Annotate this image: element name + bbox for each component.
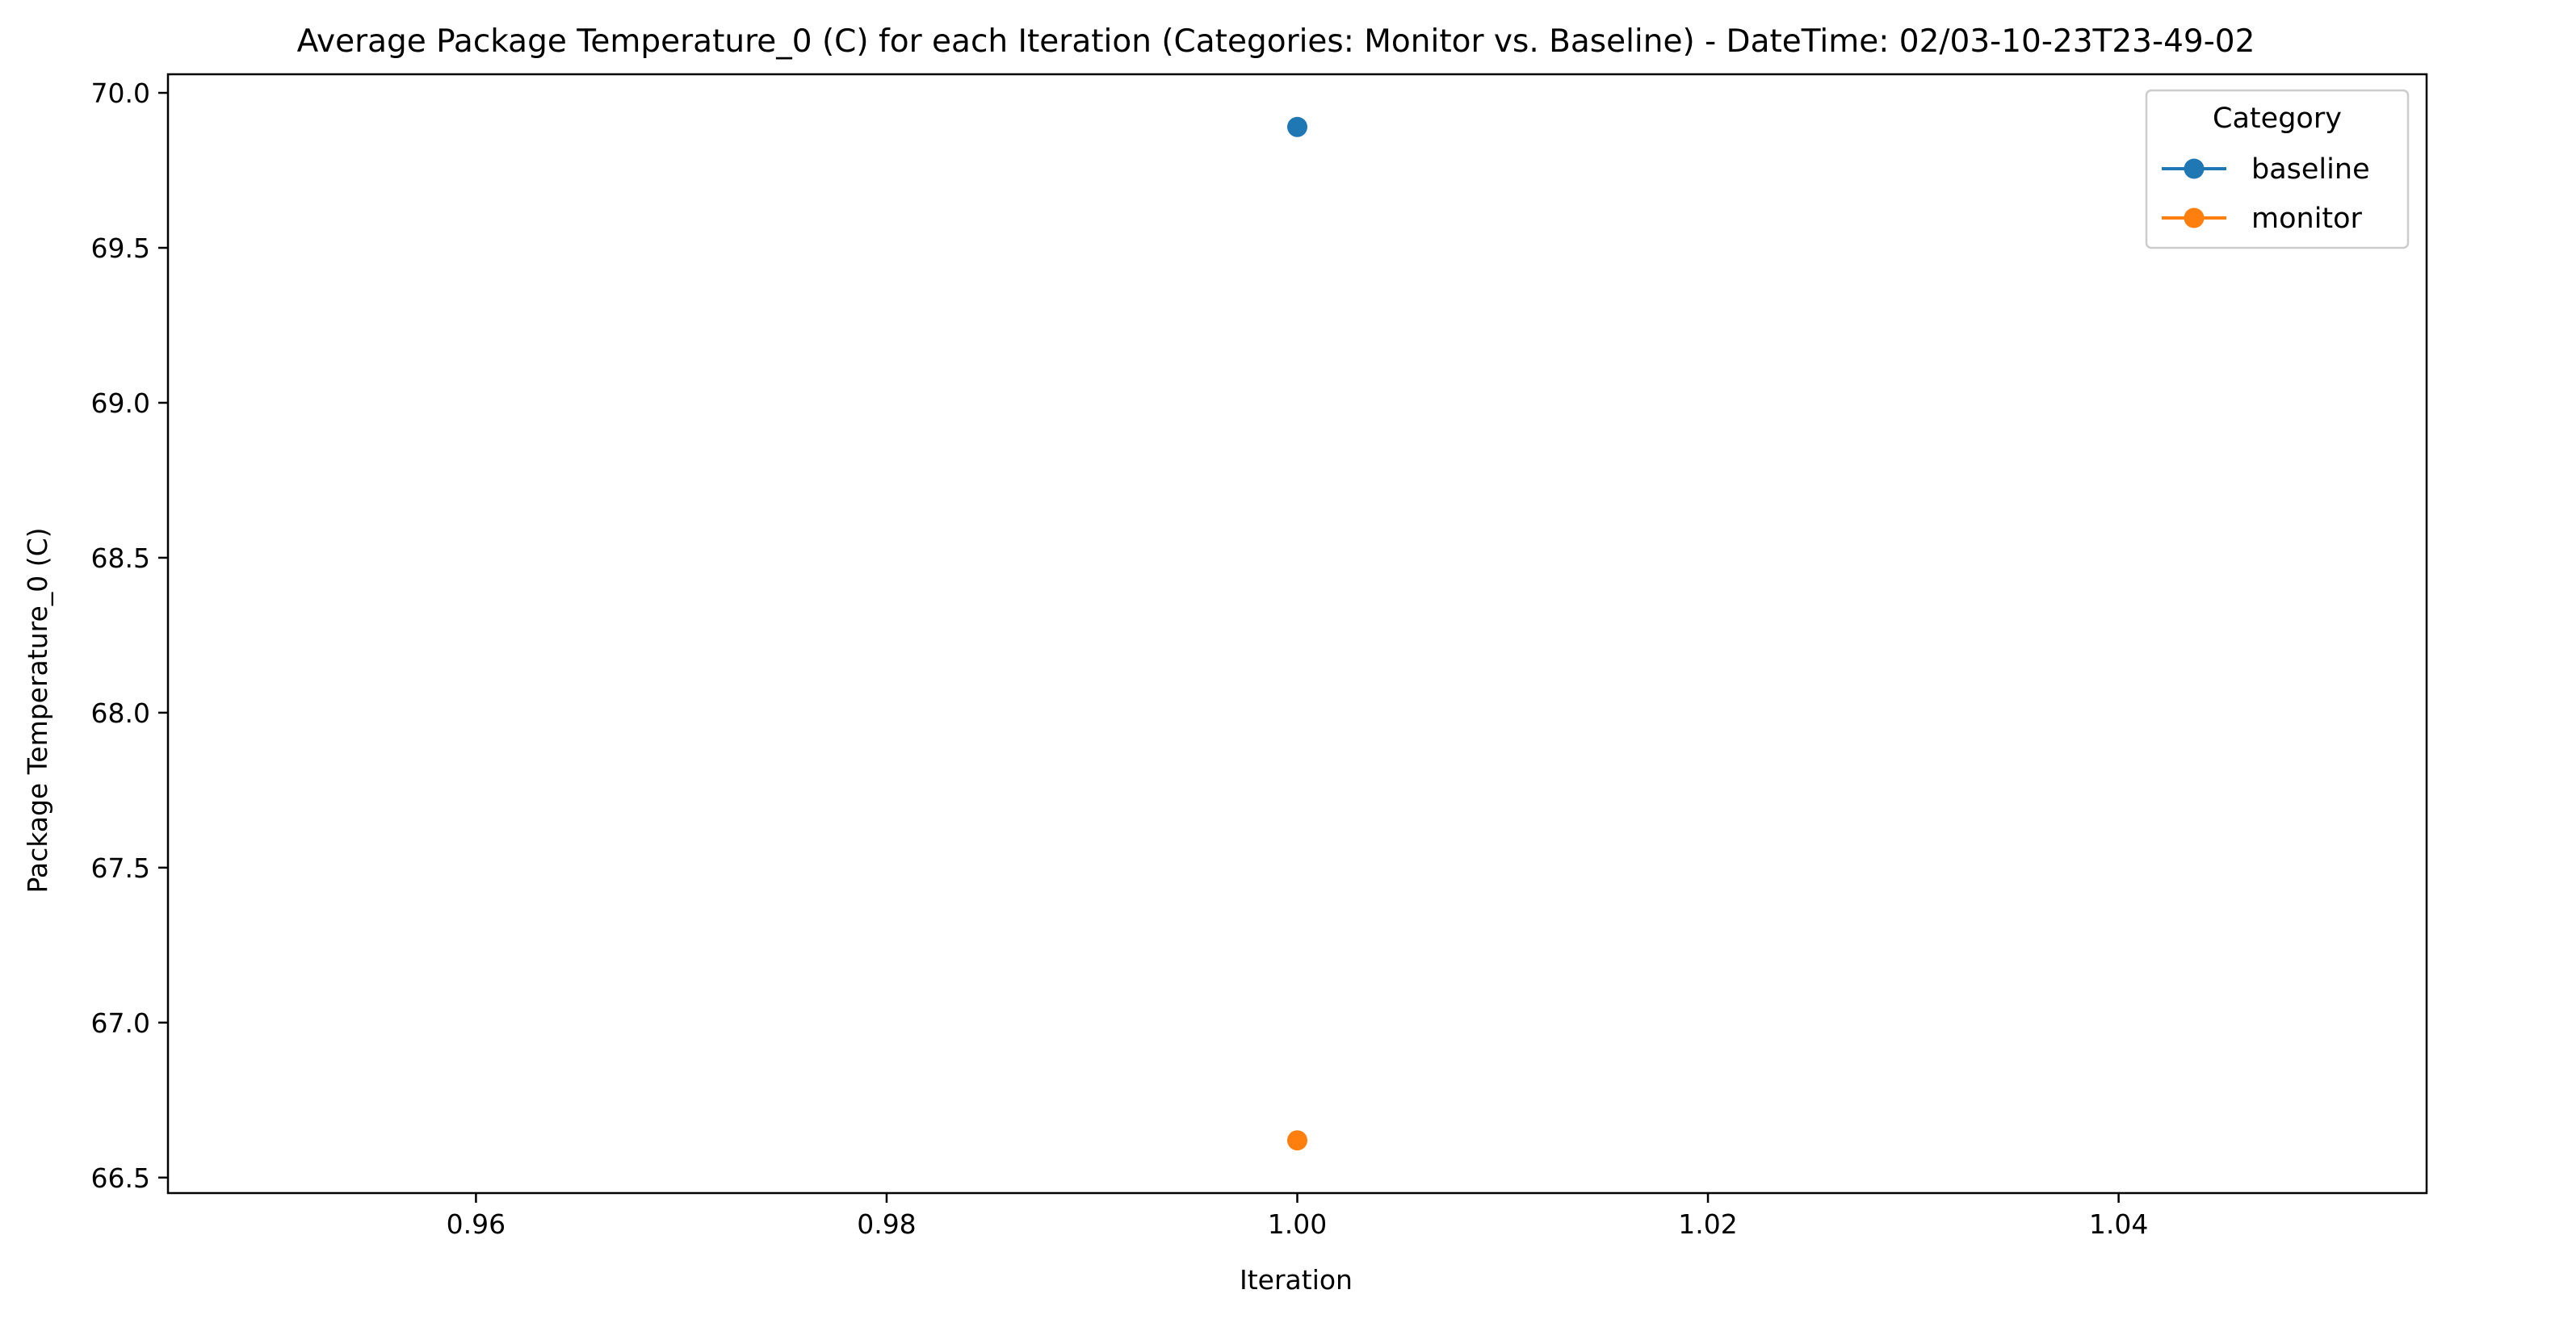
series-monitor — [1287, 1130, 1307, 1151]
y-tick-label: 68.5 — [91, 542, 150, 574]
legend-title: Category — [2213, 103, 2342, 135]
legend-marker — [2184, 207, 2205, 228]
y-tick-label: 70.0 — [91, 77, 150, 109]
legend-item-monitor: monitor — [2162, 203, 2363, 235]
legend-box — [2145, 89, 2410, 249]
x-tick-label: 1.04 — [2089, 1208, 2148, 1240]
y-axis: 66.5 67.0 67.5 68.0 68.5 69.0 69.5 70.0 — [91, 77, 168, 1194]
series-marks — [1287, 116, 1307, 1151]
y-tick-label: 69.5 — [91, 232, 150, 264]
legend-label: monitor — [2251, 203, 2363, 235]
y-axis-label: Package Temperature_0 (C) — [22, 527, 53, 893]
y-tick-label: 67.0 — [91, 1007, 150, 1039]
y-tick-label: 68.0 — [91, 697, 150, 729]
y-tick-label: 67.5 — [91, 852, 150, 884]
x-tick-label: 0.98 — [857, 1208, 916, 1240]
legend-item-baseline: baseline — [2162, 153, 2370, 186]
x-tick-label: 0.96 — [447, 1208, 506, 1240]
legend: Category baseline monitor — [2145, 89, 2410, 249]
x-axis: 0.96 0.98 1.00 1.02 1.04 — [447, 1193, 2148, 1240]
y-tick-label: 66.5 — [91, 1162, 150, 1194]
legend-marker — [2184, 158, 2205, 179]
x-tick-label: 1.02 — [1678, 1208, 1737, 1240]
x-axis-label: Iteration — [1240, 1264, 1353, 1296]
chart-title: Average Package Temperature_0 (C) for ea… — [297, 23, 2255, 60]
data-point-baseline — [1287, 116, 1307, 137]
x-tick-label: 1.00 — [1268, 1208, 1327, 1240]
y-tick-label: 69.0 — [91, 387, 150, 419]
legend-label: baseline — [2251, 153, 2370, 186]
series-baseline — [1287, 116, 1307, 137]
data-point-monitor — [1287, 1130, 1307, 1151]
